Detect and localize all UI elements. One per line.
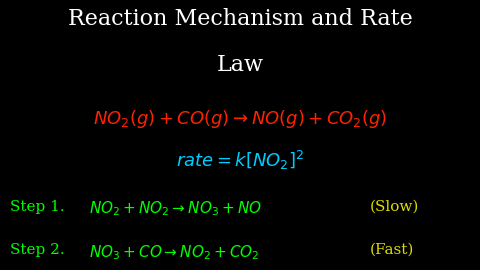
Text: $rate = k[NO_2]^2$: $rate = k[NO_2]^2$ xyxy=(176,148,304,172)
Text: Law: Law xyxy=(216,54,264,76)
Text: $NO_2 + NO_2 \rightarrow NO_3 + NO$: $NO_2 + NO_2 \rightarrow NO_3 + NO$ xyxy=(89,200,262,218)
Text: Reaction Mechanism and Rate: Reaction Mechanism and Rate xyxy=(68,8,412,30)
Text: $NO_2(g) + CO(g) \rightarrow NO(g) + CO_2(g)$: $NO_2(g) + CO(g) \rightarrow NO(g) + CO_… xyxy=(93,108,387,130)
Text: (Slow): (Slow) xyxy=(370,200,419,214)
Text: Step 1.: Step 1. xyxy=(10,200,74,214)
Text: (Fast): (Fast) xyxy=(370,243,414,257)
Text: Step 2.: Step 2. xyxy=(10,243,74,257)
Text: $NO_3 + CO \rightarrow NO_2 + CO_2$: $NO_3 + CO \rightarrow NO_2 + CO_2$ xyxy=(89,243,259,262)
